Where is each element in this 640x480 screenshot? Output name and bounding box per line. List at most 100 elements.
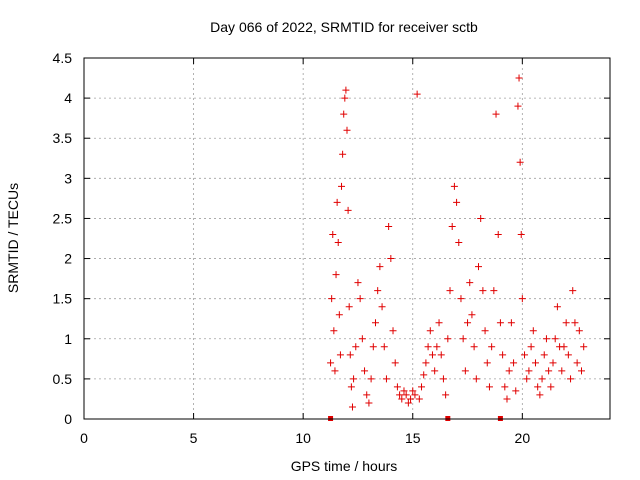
data-point bbox=[335, 311, 343, 319]
data-point bbox=[551, 335, 559, 343]
data-point bbox=[558, 367, 566, 375]
data-point bbox=[468, 311, 476, 319]
data-point bbox=[391, 359, 399, 367]
data-point bbox=[363, 391, 371, 399]
x-axis-ticks: 0 5 10 15 20 bbox=[80, 58, 530, 446]
data-point bbox=[435, 319, 443, 327]
data-point bbox=[396, 391, 404, 399]
data-point bbox=[331, 367, 339, 375]
data-point bbox=[426, 327, 434, 335]
data-point bbox=[411, 391, 419, 399]
data-point bbox=[457, 295, 465, 303]
data-point bbox=[564, 351, 572, 359]
y-tick-label: 2 bbox=[64, 251, 72, 267]
y-tick-label: 2.5 bbox=[53, 210, 73, 226]
data-point bbox=[529, 327, 537, 335]
data-point bbox=[407, 395, 415, 403]
data-point bbox=[499, 351, 507, 359]
y-axis-label: SRMTID / TECUs bbox=[5, 183, 21, 293]
data-point bbox=[485, 383, 493, 391]
data-point bbox=[450, 182, 458, 190]
data-point bbox=[374, 287, 382, 295]
data-point bbox=[560, 343, 568, 351]
data-point bbox=[382, 375, 390, 383]
data-point bbox=[342, 86, 350, 94]
data-point bbox=[516, 158, 524, 166]
data-point bbox=[404, 399, 412, 407]
data-point bbox=[348, 403, 356, 411]
data-point bbox=[547, 383, 555, 391]
data-point bbox=[514, 102, 522, 110]
data-point bbox=[446, 287, 454, 295]
data-point bbox=[328, 295, 336, 303]
data-point bbox=[400, 387, 408, 395]
data-point bbox=[413, 90, 421, 98]
data-point bbox=[477, 214, 485, 222]
data-point bbox=[385, 222, 393, 230]
data-point bbox=[507, 319, 515, 327]
x-tick-label: 10 bbox=[295, 430, 311, 446]
data-point bbox=[538, 375, 546, 383]
data-point bbox=[393, 383, 401, 391]
data-point bbox=[389, 327, 397, 335]
data-point bbox=[376, 263, 384, 271]
data-point bbox=[387, 255, 395, 263]
data-point bbox=[527, 343, 535, 351]
y-tick-label: 3 bbox=[64, 170, 72, 186]
data-point bbox=[409, 387, 417, 395]
x-tick-label: 5 bbox=[190, 430, 198, 446]
data-point bbox=[378, 303, 386, 311]
data-point bbox=[534, 383, 542, 391]
plot-frame bbox=[83, 57, 611, 420]
data-point bbox=[461, 367, 469, 375]
x-tick-label: 0 bbox=[80, 430, 88, 446]
data-point bbox=[475, 263, 482, 271]
data-point bbox=[442, 391, 450, 399]
data-point bbox=[492, 110, 500, 118]
data-point bbox=[553, 303, 561, 311]
data-point bbox=[536, 391, 544, 399]
data-point bbox=[542, 335, 550, 343]
y-tick-label: 0 bbox=[64, 411, 72, 427]
data-point bbox=[332, 271, 340, 279]
data-point bbox=[356, 295, 364, 303]
data-point bbox=[433, 343, 441, 351]
data-point bbox=[354, 279, 362, 287]
data-point bbox=[398, 395, 406, 403]
data-point bbox=[350, 375, 358, 383]
data-point bbox=[422, 359, 430, 367]
data-point bbox=[523, 375, 531, 383]
data-point bbox=[488, 343, 496, 351]
data-point bbox=[470, 343, 478, 351]
data-point bbox=[571, 319, 579, 327]
y-tick-label: 0.5 bbox=[53, 371, 73, 387]
data-point bbox=[505, 367, 513, 375]
data-point bbox=[347, 383, 355, 391]
data-point bbox=[578, 367, 586, 375]
data-point bbox=[580, 343, 588, 351]
data-point bbox=[415, 395, 423, 403]
data-point bbox=[334, 239, 342, 247]
data-point bbox=[336, 351, 344, 359]
data-point bbox=[341, 94, 349, 102]
data-point bbox=[481, 327, 489, 335]
data-point bbox=[459, 335, 467, 343]
data-point bbox=[496, 319, 504, 327]
data-point bbox=[402, 391, 410, 399]
data-point bbox=[367, 375, 375, 383]
data-point bbox=[361, 367, 369, 375]
data-point bbox=[343, 126, 351, 134]
x-tick-label: 15 bbox=[405, 430, 421, 446]
data-point bbox=[418, 383, 426, 391]
y-tick-label: 4 bbox=[64, 90, 72, 106]
y-tick-label: 3.5 bbox=[53, 130, 73, 146]
data-point bbox=[510, 359, 518, 367]
data-point bbox=[567, 375, 575, 383]
data-point bbox=[512, 387, 520, 395]
data-point bbox=[521, 351, 529, 359]
data-point bbox=[575, 327, 583, 335]
data-point bbox=[333, 198, 341, 206]
data-point bbox=[531, 359, 539, 367]
data-point bbox=[340, 110, 348, 118]
data-point bbox=[327, 359, 335, 367]
